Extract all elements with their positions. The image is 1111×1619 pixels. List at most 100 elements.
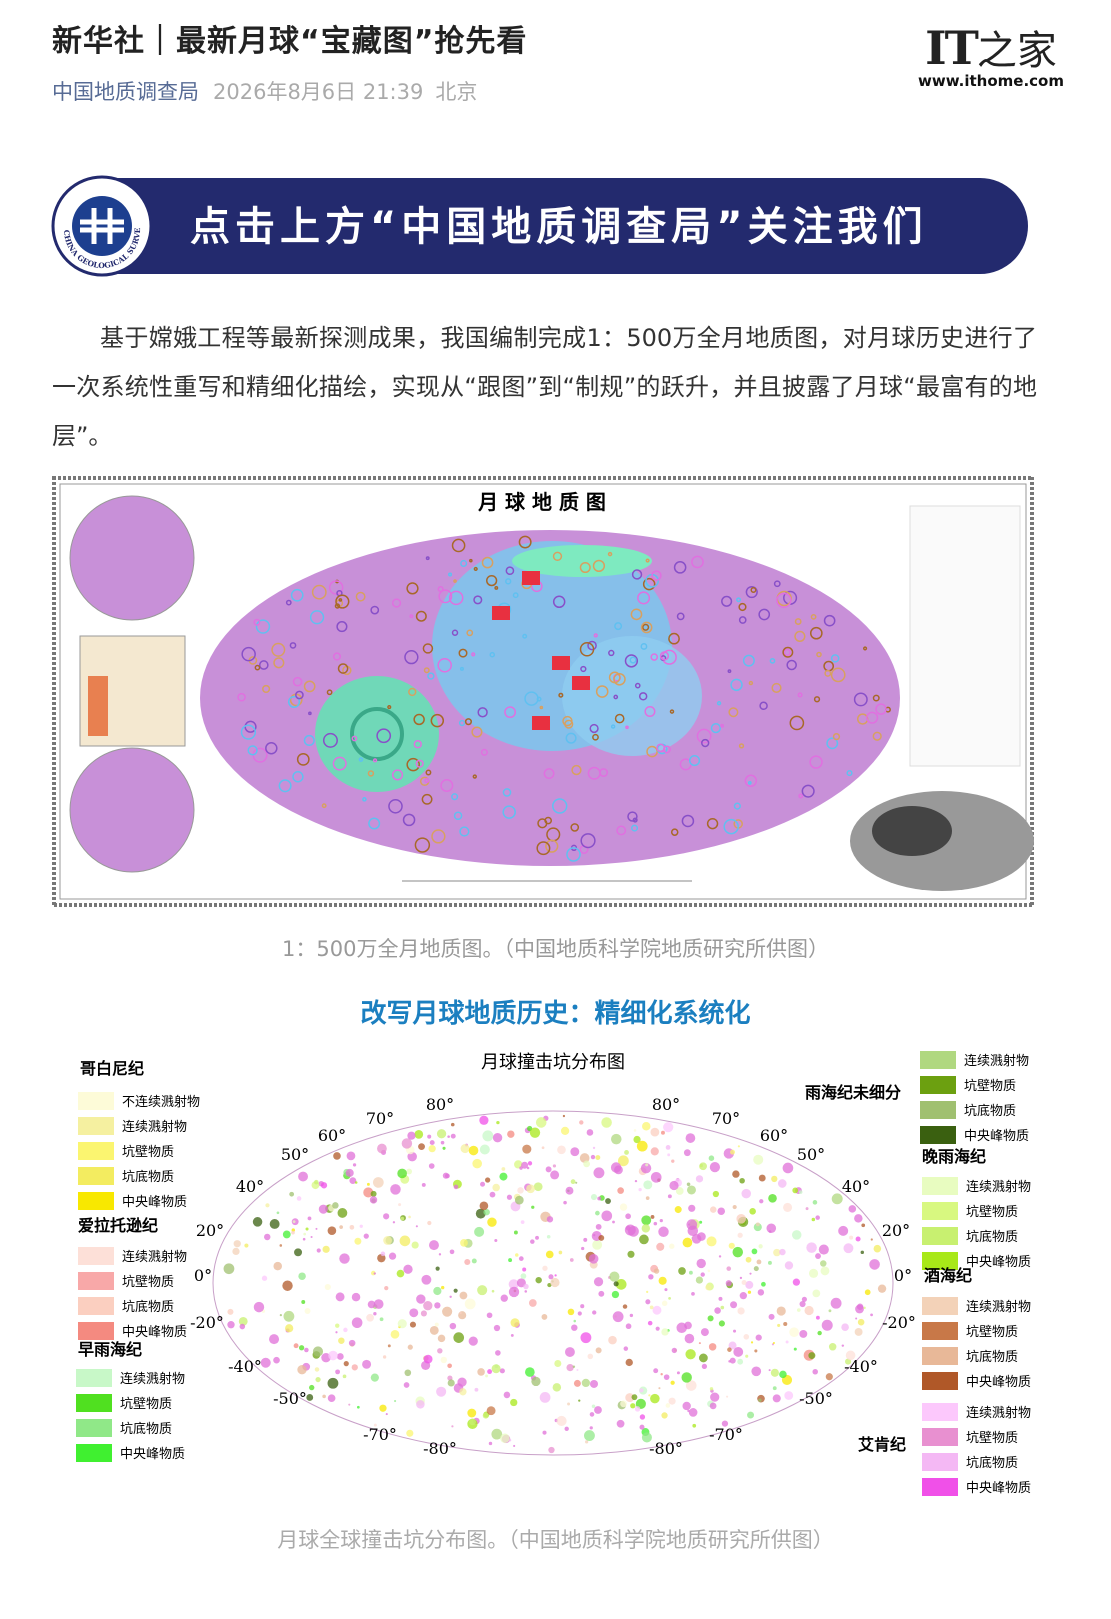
crater-dot (594, 1406, 602, 1414)
legend-group-title: 酒海纪 (924, 1266, 972, 1285)
figure-caption: 月球全球撞击坑分布图。（中国地质科学院地质研究所供图） (277, 1528, 834, 1552)
crater-dot (796, 1308, 801, 1312)
crater-dot (233, 1240, 241, 1248)
crater-dot (642, 1122, 651, 1131)
albedo-mare (872, 806, 952, 856)
follow-banner[interactable]: CHINA GEOLOGICAL SURVEY 点击上方“中国地质调查局”关注我… (50, 174, 1040, 278)
crater-map-figure: 月球撞击坑分布图 80° 80° 70° 70° 60° 60° 50° 50° 40° 40° 2… (76, 1051, 1031, 1496)
latitude-label: -50° (273, 1389, 307, 1408)
crater-dot (552, 551, 563, 562)
legend-swatch (922, 1403, 958, 1421)
crater-dot (552, 1164, 557, 1168)
crater-dot (548, 1274, 554, 1280)
crater-dot (732, 1204, 737, 1210)
legend-group-title: 雨海纪未细分 (805, 1083, 901, 1102)
crater-dot (772, 1386, 777, 1391)
crater-dot (688, 754, 701, 767)
crater-dot (753, 1154, 764, 1165)
crater-dot (517, 1187, 524, 1194)
crater-dot (738, 602, 747, 612)
crater-dot (804, 1305, 814, 1316)
crater-dot (870, 1238, 873, 1241)
legend-group-title: 艾肯纪 (858, 1435, 906, 1454)
legend-swatch (76, 1419, 112, 1437)
crater-dot (733, 802, 741, 810)
latitude-label: 70° (366, 1109, 394, 1128)
crater-dot (429, 1325, 439, 1335)
crater-dot (468, 1145, 479, 1156)
crater-dot (671, 1159, 675, 1163)
crater-dot (730, 678, 743, 692)
crater-dot (491, 1428, 503, 1440)
crater-dot (650, 1393, 660, 1404)
crater-dot (661, 1412, 668, 1419)
latitude-label: -80° (649, 1439, 683, 1458)
crater-dot (637, 591, 651, 605)
red-unit (532, 716, 550, 730)
crater-dot (872, 694, 880, 702)
crater-dot (562, 1114, 566, 1118)
legend-swatch (922, 1453, 958, 1471)
crater-dot (813, 696, 821, 703)
crater-dot (407, 1131, 416, 1140)
crater-dot (681, 814, 695, 828)
crater-dot (520, 1220, 525, 1225)
crater-dot (773, 1248, 781, 1257)
latitude-label: 70° (712, 1109, 740, 1128)
crater-dot (770, 1368, 779, 1377)
legend-swatch (78, 1297, 114, 1315)
crater-dot (701, 1363, 708, 1369)
crater-dot (669, 709, 675, 714)
crater-dot (536, 696, 542, 702)
crater-dot (753, 1223, 762, 1232)
crater-dot (728, 1242, 735, 1249)
crater-dot (768, 1369, 771, 1372)
crater-dot (646, 745, 658, 758)
crater-dot (695, 1175, 704, 1183)
crater-dot (625, 1358, 633, 1367)
legend-label: 中央峰物质 (966, 1375, 1031, 1390)
crater-dot (747, 1411, 755, 1419)
crater-dot (742, 654, 755, 667)
crater-dot (673, 561, 687, 574)
crater-dot (650, 1171, 662, 1183)
crater-dot (496, 1120, 500, 1125)
legend-group-title: 早雨海纪 (78, 1340, 142, 1359)
crater-dot (660, 1373, 663, 1376)
crater-dot (527, 1161, 533, 1166)
crater-dot (685, 1380, 697, 1391)
crater-dot (575, 1181, 578, 1184)
crater-dot (343, 1327, 348, 1333)
crater-dot (269, 1334, 280, 1345)
crater-dot (812, 1289, 821, 1298)
crater-dot (808, 1352, 816, 1360)
crater-dot (571, 764, 582, 776)
crater-dot (304, 1308, 311, 1314)
crater-dot (387, 1344, 391, 1348)
crater-dot (824, 669, 832, 677)
crater-dot (730, 1301, 738, 1309)
crater-dot (644, 705, 656, 717)
crater-dot (545, 839, 559, 853)
crater-dot (429, 1140, 435, 1146)
crater-dot (337, 663, 349, 674)
legend-label: 坑壁物质 (966, 1205, 1018, 1220)
crater-dot (792, 1187, 799, 1194)
crater-dot (240, 724, 257, 740)
crater-dot (607, 551, 613, 557)
crater-dot (383, 1213, 390, 1220)
crater-dot (227, 1308, 234, 1315)
crater-dot (650, 1127, 660, 1137)
crater-dot (505, 566, 515, 576)
crater-dot (792, 1278, 801, 1286)
crater-dot (488, 1441, 493, 1446)
crater-dot (453, 579, 457, 583)
legend-label: 坑底物质 (122, 1299, 174, 1315)
crater-dot (670, 828, 679, 836)
crater-dot (459, 666, 464, 671)
crater-dot (477, 1368, 485, 1376)
source-link[interactable]: 中国地质调查局 (52, 80, 199, 104)
crater-dot (665, 1403, 671, 1408)
crater-dot (567, 1308, 575, 1316)
